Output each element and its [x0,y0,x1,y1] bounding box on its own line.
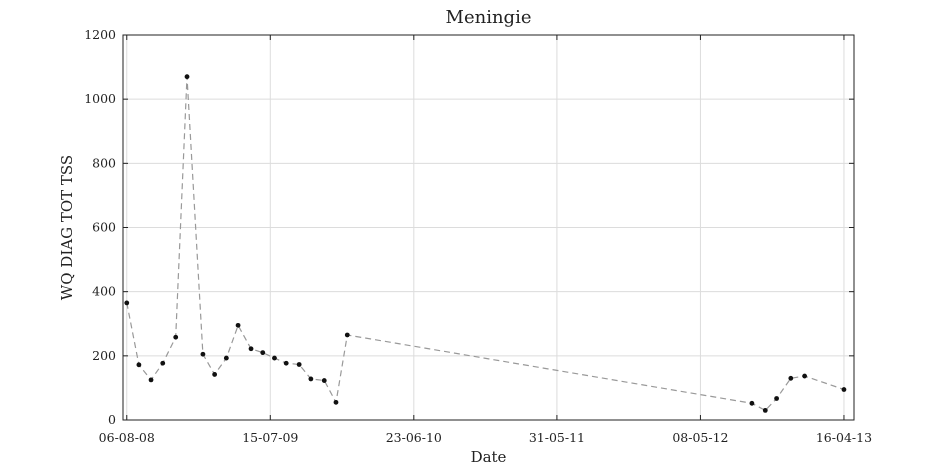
y-axis-label: WQ DIAG TOT TSS [58,155,76,300]
y-tick-label: 200 [92,348,116,363]
data-point [321,378,327,383]
data-point [200,351,206,357]
data-point [272,355,277,361]
chart-title: Meningie [446,7,532,28]
x-tick-label: 15-07-09 [242,430,298,445]
series-layer [124,74,847,413]
data-point [802,373,808,379]
y-tick-label: 600 [92,220,116,235]
data-point [248,346,254,352]
data-point [235,322,241,328]
data-point [160,360,166,366]
data-point [333,399,339,405]
data-point [223,355,229,361]
data-point [212,372,218,377]
data-point [283,360,289,366]
data-point [148,377,154,383]
data-point [774,396,779,401]
data-point [344,332,350,338]
x-axis-label: Date [471,448,507,466]
data-point [308,376,314,382]
y-tick-label: 1000 [84,91,116,106]
x-tick-label: 23-06-10 [386,430,442,445]
data-point [173,334,179,340]
y-tick-label: 0 [108,412,116,427]
data-point [136,362,142,368]
x-tick-label: 08-05-12 [672,430,728,445]
data-point [124,300,130,306]
x-tick-label: 16-04-13 [816,430,872,445]
y-tick-label: 800 [92,155,116,170]
x-tick-label: 31-05-11 [529,430,585,445]
data-point [788,375,794,381]
data-point [260,350,266,356]
ticks-layer: 0 200 400 600 800 1000 1200 06-08-08 15-07-09 23-… [84,27,872,445]
data-point [762,407,768,413]
x-tick-label: 06-08-08 [99,430,155,445]
grid-layer [123,34,854,421]
data-point [184,74,190,80]
data-point [296,362,302,367]
y-tick-label: 1200 [84,27,116,42]
data-point [841,387,847,392]
series-line [126,76,845,412]
y-tick-label: 400 [92,284,116,299]
data-point [749,400,755,406]
